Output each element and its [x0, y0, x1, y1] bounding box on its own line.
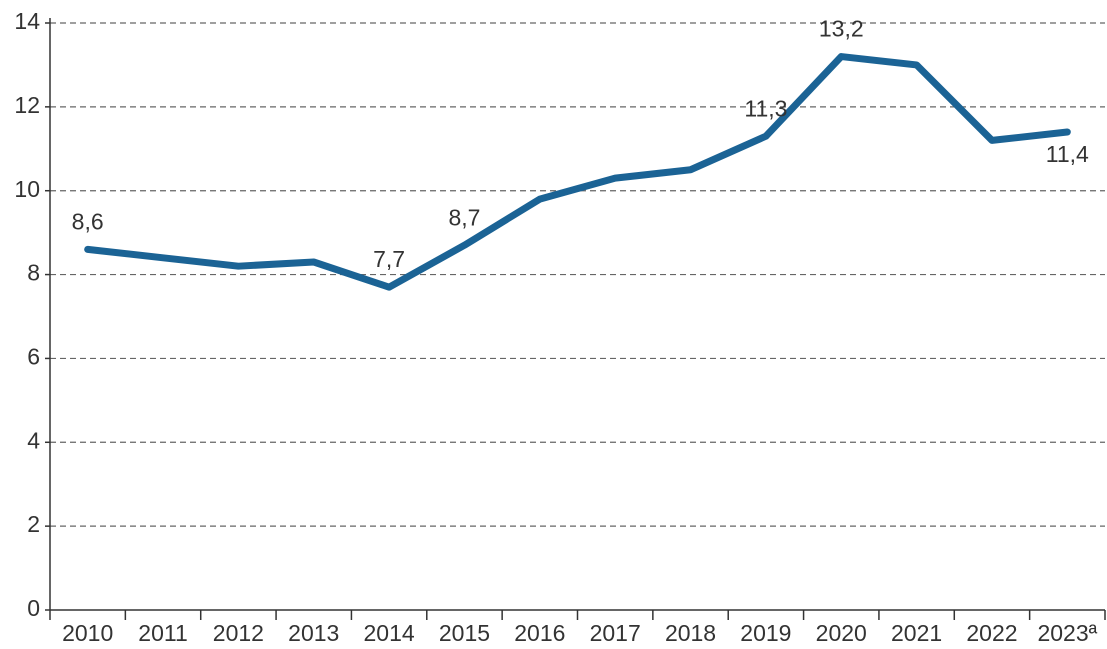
x-tick-label: 2013: [288, 620, 339, 646]
x-tick-label: 2010: [62, 620, 113, 646]
data-label: 11,3: [744, 95, 787, 121]
x-tick-label: 2017: [590, 620, 641, 646]
x-tick-label: 2023ª: [1037, 620, 1097, 646]
x-tick-label: 2012: [213, 620, 264, 646]
y-tick-label: 4: [27, 427, 40, 453]
x-tick-label: 2021: [891, 620, 942, 646]
data-label: 7,7: [373, 246, 405, 272]
y-tick-label: 2: [27, 511, 40, 537]
x-tick-label: 2018: [665, 620, 716, 646]
y-tick-label: 10: [14, 176, 40, 202]
data-label: 13,2: [819, 16, 864, 42]
data-line: [84, 53, 1071, 291]
x-tick-label: 2014: [364, 620, 415, 646]
y-tick-label: 6: [27, 344, 40, 370]
data-label: 11,4: [1046, 141, 1089, 167]
y-tick-label: 12: [14, 92, 40, 118]
data-label: 8,6: [72, 208, 104, 234]
y-tick-label: 14: [14, 8, 40, 34]
x-tick-label: 2022: [966, 620, 1017, 646]
x-tick-label: 2020: [816, 620, 867, 646]
x-tick-label: 2019: [740, 620, 791, 646]
data-label: 8,7: [448, 204, 480, 230]
y-tick-label: 0: [27, 595, 40, 621]
y-tick-label: 8: [27, 260, 40, 286]
x-tick-label: 2016: [514, 620, 565, 646]
x-tick-label: 2015: [439, 620, 490, 646]
x-tick-label: 2011: [138, 620, 187, 646]
